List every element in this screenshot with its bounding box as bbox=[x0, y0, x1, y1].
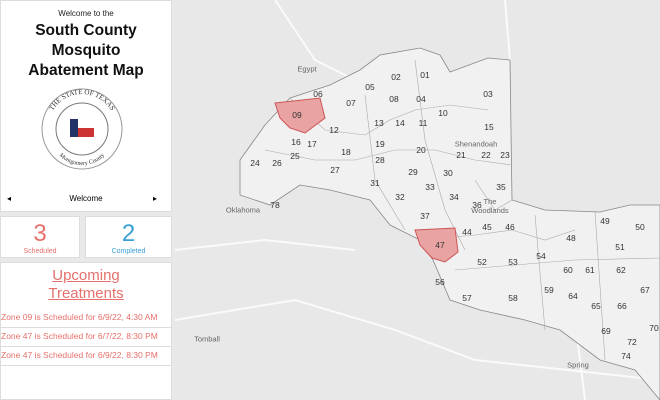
zone-label[interactable]: 67 bbox=[640, 285, 650, 295]
zone-label[interactable]: 19 bbox=[375, 139, 385, 149]
place-label: Shenandoah bbox=[454, 139, 498, 149]
stat-label: Scheduled bbox=[23, 248, 57, 255]
zone-label[interactable]: 05 bbox=[365, 82, 375, 92]
zone-label[interactable]: 57 bbox=[462, 293, 472, 303]
stat-value: 3 bbox=[33, 220, 47, 247]
zone-label[interactable]: 44 bbox=[462, 227, 472, 237]
zone-label[interactable]: 46 bbox=[505, 222, 515, 232]
zone-label[interactable]: 61 bbox=[585, 265, 595, 275]
place-label: Oklahoma bbox=[225, 205, 261, 215]
zone-label[interactable]: 06 bbox=[313, 89, 323, 99]
zone-label[interactable]: 15 bbox=[484, 122, 494, 132]
highlighted-zone[interactable] bbox=[274, 97, 326, 134]
county-seal: THE STATE OF TEXAS Montgomery County bbox=[41, 88, 123, 170]
next-arrow[interactable]: ▸ bbox=[152, 194, 157, 203]
zone-label[interactable]: 24 bbox=[250, 158, 260, 168]
zone-label[interactable]: 17 bbox=[307, 139, 317, 149]
zone-label[interactable]: 01 bbox=[420, 70, 430, 80]
zone-label[interactable]: 29 bbox=[408, 167, 418, 177]
zone-label[interactable]: 45 bbox=[482, 222, 492, 232]
zone-label[interactable]: 28 bbox=[375, 155, 385, 165]
zone-label[interactable]: 13 bbox=[374, 118, 384, 128]
prev-arrow[interactable]: ◂ bbox=[7, 194, 12, 203]
zone-label[interactable]: 52 bbox=[477, 257, 487, 267]
zone-label[interactable]: 66 bbox=[617, 301, 627, 311]
zone-label[interactable]: 03 bbox=[483, 89, 493, 99]
stat-label: Completed bbox=[111, 248, 146, 255]
zone-label[interactable]: 12 bbox=[329, 125, 339, 135]
zone-label[interactable]: 47 bbox=[435, 240, 445, 250]
map bbox=[175, 0, 660, 400]
place-label: Egypt bbox=[297, 64, 317, 74]
zone-label[interactable]: 27 bbox=[330, 165, 340, 175]
zone-label[interactable]: 50 bbox=[635, 222, 645, 232]
zone-label[interactable]: 72 bbox=[627, 337, 637, 347]
upcoming-title: Upcoming Treatments bbox=[48, 267, 124, 302]
zone-label[interactable]: 62 bbox=[616, 265, 626, 275]
zone-label[interactable]: 02 bbox=[391, 72, 401, 82]
zone-label[interactable]: 30 bbox=[443, 168, 453, 178]
zone-label[interactable]: 31 bbox=[370, 178, 380, 188]
zone-label[interactable]: 51 bbox=[615, 242, 625, 252]
zone-label[interactable]: 22 bbox=[481, 150, 491, 160]
zone-label[interactable]: 56 bbox=[435, 277, 445, 287]
intro-panel: Welcome to the South County Mosquito Aba… bbox=[0, 0, 172, 212]
zone-label[interactable]: 53 bbox=[508, 257, 518, 267]
zone-label[interactable]: 74 bbox=[621, 351, 631, 361]
zone-label[interactable]: 64 bbox=[568, 291, 578, 301]
zone-label[interactable]: 10 bbox=[438, 108, 448, 118]
zone-label[interactable]: 65 bbox=[591, 301, 601, 311]
zone-label[interactable]: 11 bbox=[418, 118, 428, 128]
zone-label[interactable]: 16 bbox=[291, 137, 301, 147]
zone-label[interactable]: 14 bbox=[395, 118, 405, 128]
place-label: Spring bbox=[567, 360, 589, 370]
scheduled-stat: 3 Scheduled bbox=[0, 216, 80, 258]
zone-label[interactable]: 37 bbox=[420, 211, 430, 221]
zone-label[interactable]: 34 bbox=[449, 192, 459, 202]
zone-label[interactable]: 23 bbox=[500, 150, 510, 160]
zone-label[interactable]: 21 bbox=[456, 150, 466, 160]
treatment-item[interactable]: Zone 09 is Scheduled for 6/9/22, 4:30 AM bbox=[1, 309, 171, 328]
zone-label[interactable]: 54 bbox=[536, 251, 546, 261]
zone-label[interactable]: 49 bbox=[600, 216, 610, 226]
zone-label[interactable]: 18 bbox=[341, 147, 351, 157]
welcome-text: Welcome to the bbox=[58, 9, 114, 18]
zone-label[interactable]: 04 bbox=[416, 94, 426, 104]
zone-label[interactable]: 25 bbox=[290, 151, 300, 161]
highlighted-zone[interactable] bbox=[414, 227, 459, 263]
zone-label[interactable]: 58 bbox=[508, 293, 518, 303]
stat-value: 2 bbox=[121, 220, 136, 247]
zone-label[interactable]: 78 bbox=[270, 200, 280, 210]
zone-label[interactable]: 36 bbox=[472, 200, 482, 210]
treatment-item[interactable]: Zone 47 is Scheduled for 6/9/22, 8:30 PM bbox=[1, 347, 171, 366]
zone-label[interactable]: 60 bbox=[563, 265, 573, 275]
zone-label[interactable]: 70 bbox=[649, 323, 659, 333]
place-label: The Woodlands bbox=[471, 197, 509, 215]
zone-label[interactable]: 69 bbox=[601, 326, 611, 336]
zone-label[interactable]: 32 bbox=[395, 192, 405, 202]
zone-label[interactable]: 07 bbox=[346, 98, 356, 108]
zone-label[interactable]: 35 bbox=[496, 182, 506, 192]
zone-label[interactable]: 59 bbox=[544, 285, 554, 295]
zone-label[interactable]: 20 bbox=[416, 145, 426, 155]
zone-label[interactable]: 33 bbox=[425, 182, 435, 192]
place-label: Tomball bbox=[194, 334, 220, 344]
completed-stat: 2 Completed bbox=[85, 216, 172, 258]
nav-bar: ◂ Welcome ▸ bbox=[1, 194, 171, 203]
upcoming-panel: Upcoming Treatments Zone 09 is Scheduled… bbox=[0, 262, 172, 400]
treatment-item[interactable]: Zone 47 is Scheduled for 6/7/22, 8:30 PM bbox=[1, 328, 171, 347]
app-title: South County Mosquito Abatement Map bbox=[28, 22, 144, 79]
zone-label[interactable]: 09 bbox=[292, 110, 302, 120]
zone-label[interactable]: 26 bbox=[272, 158, 282, 168]
zone-label[interactable]: 48 bbox=[566, 233, 576, 243]
nav-label: Welcome bbox=[69, 194, 103, 203]
zone-label[interactable]: 08 bbox=[389, 94, 399, 104]
